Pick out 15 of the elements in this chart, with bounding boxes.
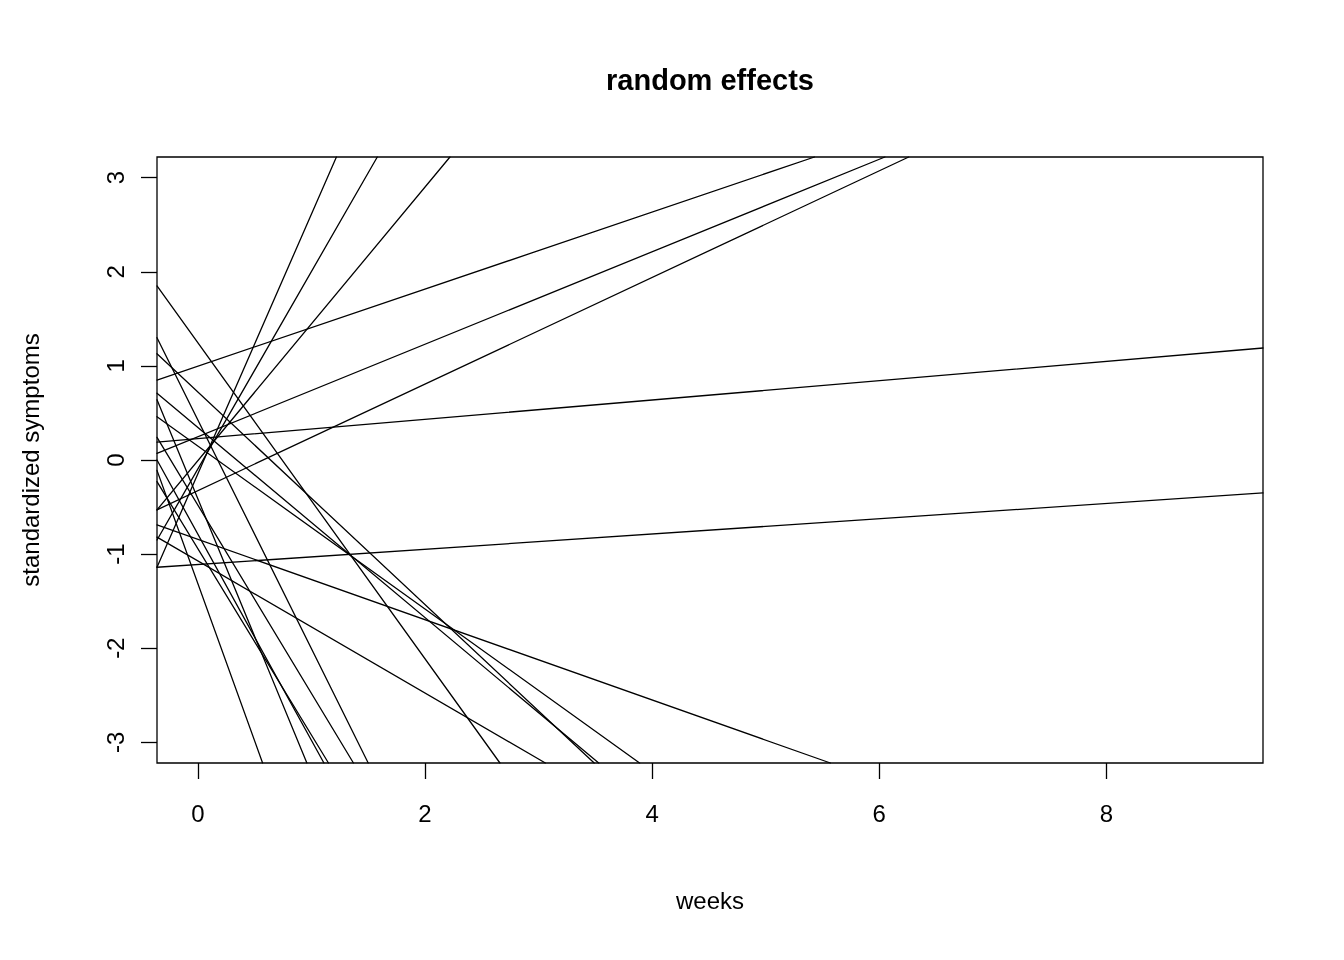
y-tick-label: 2 — [101, 265, 129, 279]
y-tick-label: 0 — [101, 453, 129, 467]
y-tick-label: -1 — [101, 543, 129, 565]
x-tick-label: 2 — [418, 799, 432, 827]
y-tick-label: 1 — [101, 359, 129, 373]
x-tick-label: 6 — [872, 799, 886, 827]
y-axis-title: standardized symptoms — [16, 333, 44, 587]
x-tick-label: 4 — [645, 799, 659, 827]
x-tick-label: 8 — [1099, 799, 1113, 827]
x-axis-title: weeks — [674, 886, 745, 914]
y-tick-label: -2 — [101, 637, 129, 659]
x-tick-label: 0 — [191, 799, 205, 827]
y-tick-label: 3 — [101, 171, 129, 185]
y-tick-label: -3 — [101, 731, 129, 753]
chart-title: random effects — [606, 64, 814, 96]
